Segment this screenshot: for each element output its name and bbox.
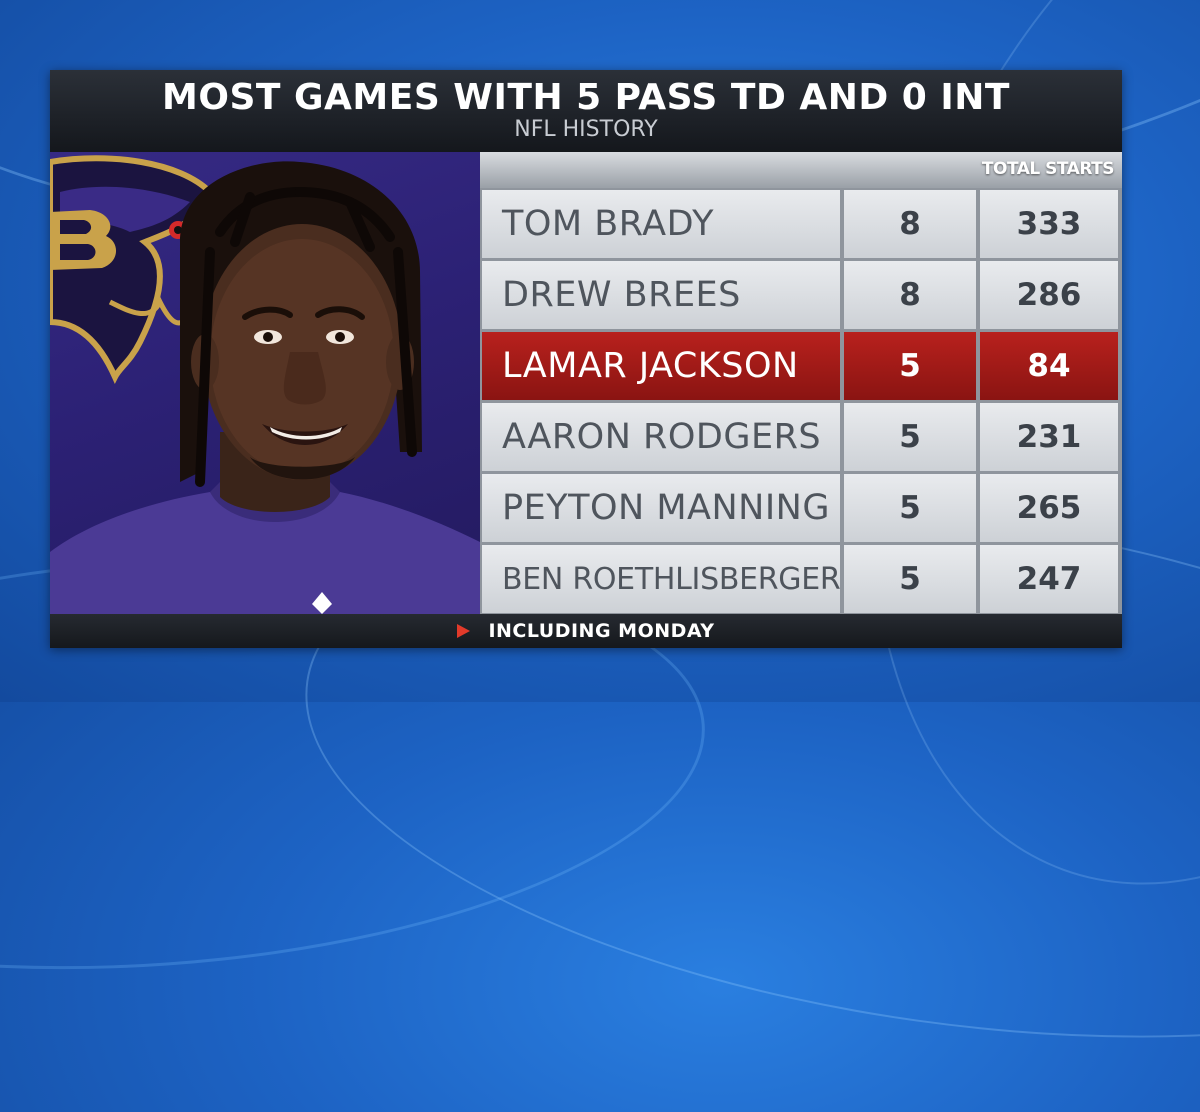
column-header-total-starts: TOTAL STARTS	[981, 159, 1115, 179]
stats-graphic-panel: MOST GAMES WITH 5 PASS TD AND 0 INT NFL …	[50, 70, 1122, 648]
player-headshot	[50, 152, 480, 614]
total-starts-value: 265	[1016, 490, 1082, 526]
play-triangle-icon	[457, 624, 471, 638]
games-count: 8	[899, 206, 921, 242]
table-row: TOM BRADY 8 333	[480, 190, 1122, 258]
table-row-highlighted: LAMAR JACKSON 5 84	[480, 332, 1122, 400]
stats-table: TOTAL STARTS TOM BRADY 8 333 DREW BREES …	[480, 152, 1122, 614]
graphic-subtitle: NFL HISTORY	[514, 117, 658, 142]
footer-bar: INCLUDING MONDAY	[50, 614, 1122, 648]
player-name: BEN ROETHLISBERGER	[502, 561, 841, 597]
player-name: LAMAR JACKSON	[502, 346, 799, 386]
games-count: 5	[899, 561, 921, 597]
table-row: PEYTON MANNING 5 265	[480, 474, 1122, 542]
player-name: DREW BREES	[502, 275, 741, 315]
table-row: AARON RODGERS 5 231	[480, 403, 1122, 471]
graphic-title: MOST GAMES WITH 5 PASS TD AND 0 INT	[162, 77, 1010, 118]
games-count: 5	[899, 490, 921, 526]
games-count: 5	[899, 419, 921, 455]
total-starts-value: 247	[1016, 561, 1082, 597]
player-headshot-image	[50, 155, 480, 614]
table-row: BEN ROETHLISBERGER 5 247	[480, 545, 1122, 613]
total-starts-value: 231	[1016, 419, 1082, 455]
total-starts-value: 84	[1027, 348, 1071, 384]
column-header-bar: TOTAL STARTS	[480, 152, 1122, 188]
games-count: 5	[899, 348, 921, 384]
player-name: AARON RODGERS	[502, 417, 822, 457]
total-starts-value: 333	[1016, 206, 1082, 242]
total-starts-value: 286	[1016, 277, 1082, 313]
player-name: PEYTON MANNING	[502, 488, 830, 528]
title-bar: MOST GAMES WITH 5 PASS TD AND 0 INT NFL …	[50, 70, 1122, 152]
player-name: TOM BRADY	[502, 204, 715, 244]
games-count: 8	[899, 277, 921, 313]
footer-note: INCLUDING MONDAY	[488, 620, 715, 642]
table-row: DREW BREES 8 286	[480, 261, 1122, 329]
